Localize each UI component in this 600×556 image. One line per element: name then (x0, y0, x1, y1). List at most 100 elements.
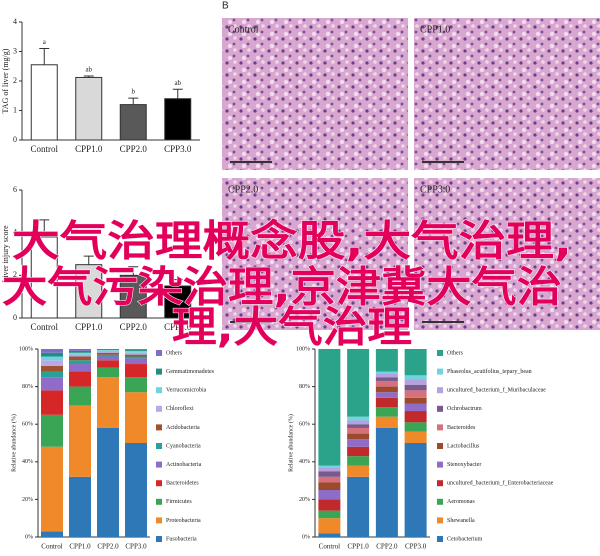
y-tick-label: 0 (13, 135, 17, 144)
error-bar (128, 266, 139, 276)
bar-segment (69, 350, 91, 353)
legend-label: Shewanella (447, 518, 475, 524)
bar-segment (347, 446, 370, 457)
histology-label: Control (228, 24, 259, 35)
bar-segment (375, 397, 398, 408)
y-tick-label: 80% (22, 384, 33, 390)
significance-letter: b (132, 88, 136, 96)
y-tick-label: 2 (13, 76, 17, 85)
bar-segment (41, 352, 63, 357)
bar-segment (318, 467, 341, 472)
bar-segment (375, 349, 398, 372)
bar-segment (404, 379, 427, 385)
bar-segment (69, 349, 91, 351)
chart: 0 2 4 6 Liver injury score Control CPP1.0 CPP2.… (1, 185, 200, 332)
legend-swatch (437, 536, 443, 542)
bar-segment (347, 476, 370, 537)
legend-swatch (437, 368, 443, 375)
overlay-text: 大气治理概念股,大气治理, (12, 217, 572, 266)
legend-label: Acidobacteria (166, 425, 200, 431)
bar-segment (125, 358, 147, 365)
y-tick-label: 0 (13, 313, 17, 322)
legend-label: Others (166, 350, 183, 356)
bar-segment (125, 377, 147, 393)
legend-swatch (437, 424, 443, 431)
error-bar (172, 88, 183, 99)
bar-segment (404, 411, 427, 423)
legend-label: Proteobacteria (166, 518, 201, 524)
bar-segment (97, 427, 119, 537)
bar-segment (318, 533, 341, 537)
x-tick-label: CPP3.0 (164, 322, 192, 332)
bar (164, 98, 192, 141)
legend-swatch (156, 536, 162, 542)
histology-image (414, 18, 600, 170)
y-tick-label: 60% (299, 422, 310, 428)
error-bar (83, 255, 94, 265)
legend-label: uncultured_bacterium_f_Enterobacteriacea… (447, 480, 554, 487)
x-tick-label: CPP2.0 (97, 543, 119, 551)
bar-segment (125, 354, 147, 357)
bar-segment (375, 373, 398, 378)
bar-segment (125, 392, 147, 443)
histology-image (222, 18, 408, 170)
bar (119, 274, 147, 319)
y-tick-label: 4 (13, 227, 17, 236)
bar-segment (404, 422, 427, 432)
bar-segment (97, 349, 119, 350)
y-tick-label: 80% (299, 384, 310, 390)
legend-swatch (437, 405, 443, 412)
chart: 0% 20% 40% 60% 80% 100% Relative abundance (%)… (287, 346, 553, 550)
legend-label: uncultured_bacterium_f_Muribaculaceae (447, 387, 546, 394)
bar-segment (97, 352, 119, 355)
bar-segment (69, 356, 91, 361)
overlay-text: 大气污染治理,京津冀大气治 (2, 263, 562, 312)
bar-segment (347, 465, 370, 477)
legend-label: Ochrobactrum (447, 406, 482, 412)
bar-segment (347, 456, 370, 466)
bar-segment (375, 427, 398, 537)
bar-segment (41, 349, 63, 353)
x-tick-label: CPP3.0 (125, 543, 147, 551)
y-axis-label: TAG of liver (mg/g) (1, 48, 10, 113)
legend-swatch (437, 461, 443, 468)
bar-segment (347, 416, 370, 421)
error-bar (39, 48, 50, 65)
bar-segment (404, 431, 427, 443)
legend-label: Fusobacteria (166, 536, 197, 542)
chart: 0 1 2 3 4 TAG of liver (mg/g) Control CPP1.0 CPP… (1, 17, 200, 154)
legend-swatch (156, 368, 162, 375)
bar-segment (318, 465, 341, 468)
x-tick-label: Control (41, 543, 62, 551)
x-tick-label: CPP3.0 (164, 144, 192, 154)
bar-segment (404, 390, 427, 398)
bar-segment (404, 443, 427, 537)
bar-segment (404, 397, 427, 404)
legend-swatch (156, 517, 162, 524)
bar-segment (41, 377, 63, 391)
legend-label: Chloroflexi (166, 405, 194, 412)
error-bar (83, 75, 94, 78)
bar (75, 76, 103, 141)
y-tick-label: 6 (13, 185, 17, 194)
bar-segment (318, 499, 341, 511)
bar-segment (41, 356, 63, 361)
histology-label: CPP3.0 (420, 184, 450, 195)
bar-segment (375, 407, 398, 417)
y-tick-label: 1 (13, 105, 17, 114)
bar-segment (318, 482, 341, 490)
bar (119, 104, 147, 141)
y-tick-label: 40% (22, 459, 33, 465)
legend-label: Gemmatimonadetes (166, 369, 215, 375)
x-tick-label: CPP1.0 (69, 543, 91, 551)
error-bar (39, 219, 50, 237)
bar-segment (69, 386, 91, 406)
bar-segment (125, 356, 147, 359)
legend-label: Cyanobacteria (166, 443, 201, 449)
legend-swatch (156, 424, 162, 431)
bar-segment (375, 371, 398, 374)
bar-segment (41, 390, 63, 415)
y-tick-label: 60% (22, 422, 33, 428)
y-tick-label: 100% (19, 346, 33, 352)
x-tick-label: CPP2.0 (376, 543, 398, 551)
